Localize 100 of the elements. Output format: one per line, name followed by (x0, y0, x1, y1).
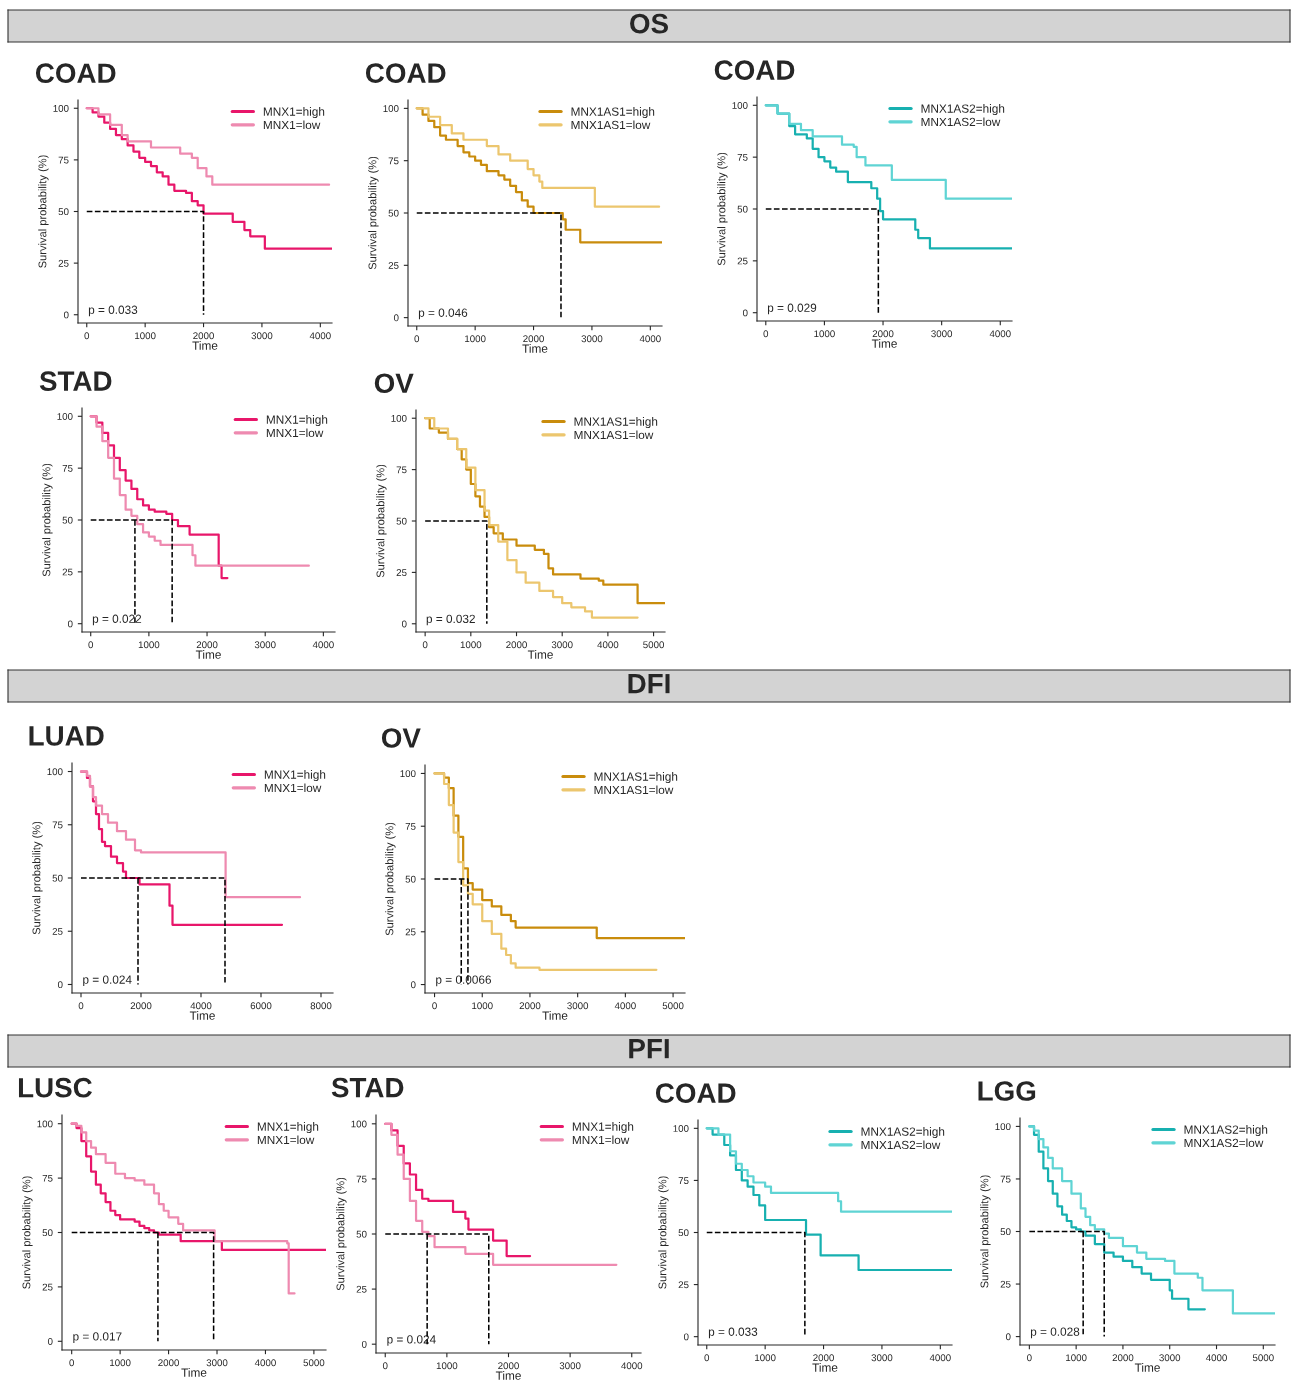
y-tick-label: 50 (737, 205, 748, 213)
y-tick-label: 75 (737, 153, 748, 161)
x-tick-label: 2000 (193, 332, 214, 340)
annotation: p = 0.033 (88, 305, 138, 317)
x-tick-label: 1000 (110, 1359, 131, 1367)
x-tick-label: 0 (88, 641, 94, 649)
x-axis-title: Time (189, 1011, 215, 1020)
annotation: p = 0.032 (426, 614, 475, 626)
legend-label: MNX1AS1=low (594, 785, 674, 795)
x-axis-title: Time (812, 1363, 838, 1372)
y-tick-label: 75 (1000, 1175, 1011, 1183)
annotation: p = 0.028 (1030, 1327, 1080, 1339)
x-tick-label: 0 (78, 1002, 84, 1010)
x-axis-title: Time (181, 1368, 207, 1377)
x-tick-label: 0 (432, 1002, 437, 1010)
x-tick-label: 3000 (567, 1002, 589, 1010)
x-axis-title: Time (871, 339, 897, 348)
legend-label: MNX1=low (266, 428, 324, 438)
x-tick-label: 2000 (1112, 1354, 1134, 1362)
chart-title: OV (374, 373, 414, 394)
x-tick-label: 4000 (597, 641, 619, 649)
y-tick-label: 25 (405, 928, 416, 936)
y-tick-label: 25 (396, 569, 407, 577)
y-tick-label: 50 (678, 1229, 689, 1237)
x-tick-label: 1000 (138, 641, 160, 649)
y-tick-label: 0 (361, 1340, 367, 1348)
x-axis-title: Time (542, 1011, 568, 1020)
annotation: p = 0.033 (708, 1327, 758, 1339)
x-axis-title: Time (522, 344, 548, 353)
y-tick-label: 25 (737, 257, 748, 265)
y-tick-label: 25 (52, 927, 63, 935)
legend-label: MNX1=low (264, 783, 322, 793)
y-axis-title: Survival probability (%) (22, 1176, 33, 1289)
y-axis-title: Survival probability (%) (32, 821, 43, 935)
y-tick-label: 100 (400, 770, 416, 778)
x-tick-label: 4000 (639, 335, 661, 343)
legend-label: MNX1=low (263, 120, 321, 130)
x-tick-label: 8000 (310, 1002, 332, 1010)
y-tick-label: 50 (405, 875, 416, 883)
x-tick-label: 2000 (196, 641, 218, 649)
x-tick-label: 1000 (465, 335, 486, 343)
legend-label: MNX1AS2=low (921, 117, 1001, 127)
annotation: p = 0.024 (83, 975, 132, 987)
y-tick-label: 25 (1000, 1280, 1011, 1288)
y-tick-label: 0 (683, 1333, 689, 1341)
annotation: p = 0.017 (73, 1332, 122, 1343)
y-tick-label: 50 (58, 208, 69, 216)
x-tick-label: 1000 (1066, 1354, 1087, 1362)
legend-label: MNX1=low (572, 1135, 630, 1145)
annotation: p = 0.029 (767, 303, 817, 315)
legend-label: MNX1=high (263, 107, 325, 119)
legend-label: MNX1AS1=high (574, 417, 658, 429)
x-tick-label: 6000 (250, 1002, 272, 1010)
chart-title: COAD (714, 60, 795, 80)
y-tick-label: 0 (67, 620, 73, 628)
annotation: p = 0.024 (387, 1335, 436, 1346)
x-tick-label: 1000 (460, 641, 482, 649)
y-tick-label: 50 (388, 209, 399, 217)
legend-label: MNX1=high (572, 1122, 634, 1134)
x-tick-label: 3000 (931, 330, 953, 338)
y-tick-label: 50 (52, 874, 63, 882)
x-tick-label: 1000 (436, 1362, 458, 1370)
legend-label: MNX1=high (264, 770, 326, 782)
x-tick-label: 5000 (1252, 1354, 1274, 1362)
x-axis-title: Time (495, 1371, 521, 1380)
y-tick-label: 100 (53, 104, 69, 112)
y-tick-label: 100 (732, 102, 748, 109)
x-tick-label: 0 (763, 330, 769, 338)
x-tick-label: 1000 (135, 332, 156, 340)
y-axis-title: Survival probability (%) (38, 155, 49, 268)
y-tick-label: 25 (678, 1281, 689, 1289)
y-tick-label: 75 (58, 156, 69, 164)
legend-label: MNX1AS2=high (1184, 1125, 1268, 1137)
x-tick-label: 5000 (662, 1002, 684, 1010)
x-tick-label: 4000 (254, 1359, 276, 1367)
y-axis-title: Survival probability (%) (42, 463, 53, 577)
y-tick-label: 0 (1005, 1333, 1011, 1341)
x-tick-label: 3000 (581, 335, 603, 343)
x-tick-label: 1000 (472, 1002, 493, 1010)
x-tick-label: 2000 (813, 1354, 834, 1362)
x-tick-label: 4000 (621, 1362, 643, 1370)
y-tick-label: 100 (391, 414, 407, 422)
y-tick-label: 75 (42, 1174, 53, 1182)
legend-label: MNX1AS2=high (921, 104, 1005, 116)
y-axis-title: Survival probability (%) (368, 156, 379, 270)
y-tick-label: 100 (383, 105, 399, 112)
legend-label: MNX1AS1=high (571, 107, 655, 119)
x-tick-label: 0 (1027, 1354, 1032, 1362)
y-axis-title: Survival probability (%) (336, 1177, 347, 1291)
x-tick-label: 1000 (814, 330, 835, 338)
x-tick-label: 2000 (523, 335, 544, 343)
y-tick-label: 0 (57, 981, 63, 989)
y-axis-title: Survival probability (%) (658, 1176, 669, 1289)
chart-title: LGG (978, 1081, 1036, 1101)
y-tick-label: 75 (356, 1175, 367, 1183)
y-tick-label: 50 (62, 516, 73, 524)
chart-title: COAD (365, 63, 446, 83)
chart-title: STAD (331, 1077, 404, 1098)
chart-title: OV (381, 728, 421, 748)
y-tick-label: 50 (1000, 1228, 1011, 1236)
